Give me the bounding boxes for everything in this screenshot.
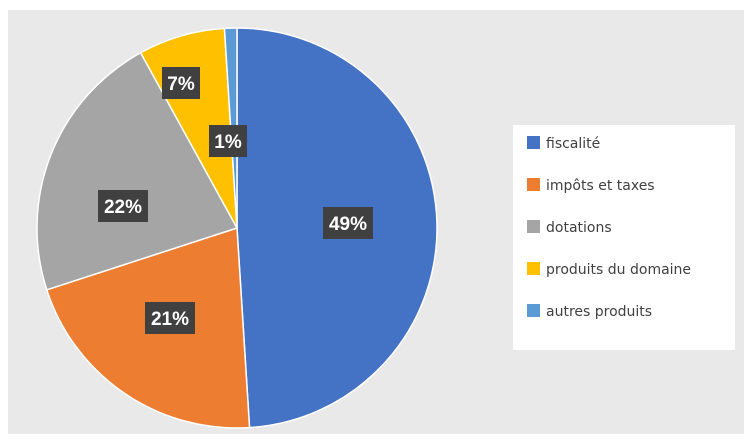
legend-swatch xyxy=(527,220,540,233)
legend-item-4: produits du domaine xyxy=(527,262,691,278)
legend-label: dotations xyxy=(546,220,612,236)
chart-area: 49% 21% 22% 7% 1% fiscalité impôts et taxes do… xyxy=(8,10,744,434)
data-label-box xyxy=(209,125,247,157)
data-label-text: 7% xyxy=(167,74,195,95)
data-label-box xyxy=(145,302,195,334)
legend-label: fiscalité xyxy=(546,136,600,152)
pie-chart: 49% 21% 22% 7% 1% fiscalité impôts et taxes do… xyxy=(36,27,735,429)
data-label-box xyxy=(98,190,148,222)
legend-item-1: fiscalité xyxy=(527,136,600,152)
legend-panel xyxy=(513,125,735,350)
data-label-5: 1% xyxy=(209,125,247,157)
data-label-box xyxy=(323,207,373,239)
legend-swatch xyxy=(527,136,540,149)
legend: fiscalité impôts et taxes dotations produit… xyxy=(513,125,735,350)
legend-item-5: autres produits xyxy=(527,304,652,320)
legend-label: impôts et taxes xyxy=(546,178,655,194)
legend-swatch xyxy=(527,304,540,317)
data-label-4: 7% xyxy=(162,67,200,99)
legend-item-2: impôts et taxes xyxy=(527,178,655,194)
data-label-box xyxy=(162,67,200,99)
data-label-3: 22% xyxy=(98,190,148,222)
pie-slice-3 xyxy=(36,51,239,291)
data-label-2: 21% xyxy=(145,302,195,334)
legend-swatch xyxy=(527,178,540,191)
pie-data-labels: 49% 21% 22% 7% 1% xyxy=(98,67,373,334)
pie-slices xyxy=(36,27,438,429)
data-label-text: 21% xyxy=(151,309,189,330)
data-label-text: 22% xyxy=(104,197,142,218)
legend-label: autres produits xyxy=(546,304,652,320)
data-label-text: 49% xyxy=(329,214,367,235)
legend-item-3: dotations xyxy=(527,220,612,236)
legend-swatch xyxy=(527,262,540,275)
legend-label: produits du domaine xyxy=(546,262,691,278)
data-label-1: 49% xyxy=(323,207,373,239)
data-label-text: 1% xyxy=(214,132,242,153)
